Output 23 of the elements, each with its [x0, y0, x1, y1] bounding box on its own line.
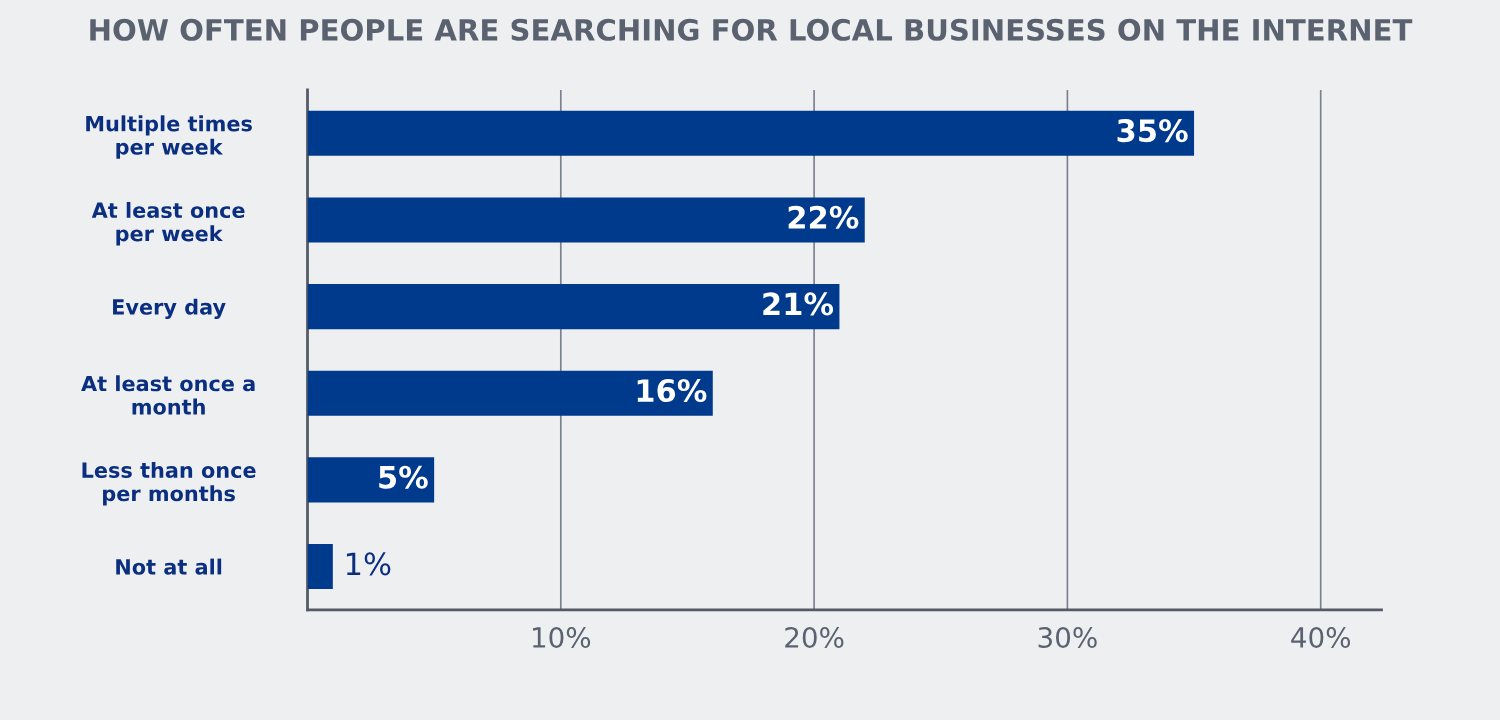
- data-label: 35%: [1117, 119, 1188, 143]
- x-tick-label: 10%: [532, 627, 591, 649]
- bar: [307, 543, 333, 590]
- y-tick-label: Less than once per months: [82, 461, 256, 506]
- y-tick-label: Multiple times per week: [86, 115, 252, 159]
- y-tick-label: Not at all: [116, 558, 222, 575]
- x-tick-label: 20%: [785, 627, 844, 649]
- bar: [307, 284, 840, 330]
- data-label: 22%: [788, 205, 859, 229]
- data-label: 16%: [637, 378, 707, 403]
- x-tick-label: 40%: [1291, 627, 1351, 649]
- bar: [307, 457, 435, 503]
- y-tick-label: At least once a month: [81, 375, 255, 415]
- bar: [307, 370, 713, 416]
- bar: [307, 197, 865, 243]
- y-tick-label: At least once per week: [91, 201, 245, 246]
- data-label: 1%: [346, 552, 391, 576]
- data-label: 21%: [763, 292, 834, 316]
- y-tick-label: Every day: [113, 298, 226, 320]
- data-label: 5%: [379, 465, 428, 489]
- x-tick-label: 30%: [1038, 627, 1097, 649]
- chart-title: HOW OFTEN PEOPLE ARE SEARCHING FOR LOCAL BUSINESSES ON THE INTERNET: [90, 18, 1413, 41]
- bar: [307, 110, 1195, 156]
